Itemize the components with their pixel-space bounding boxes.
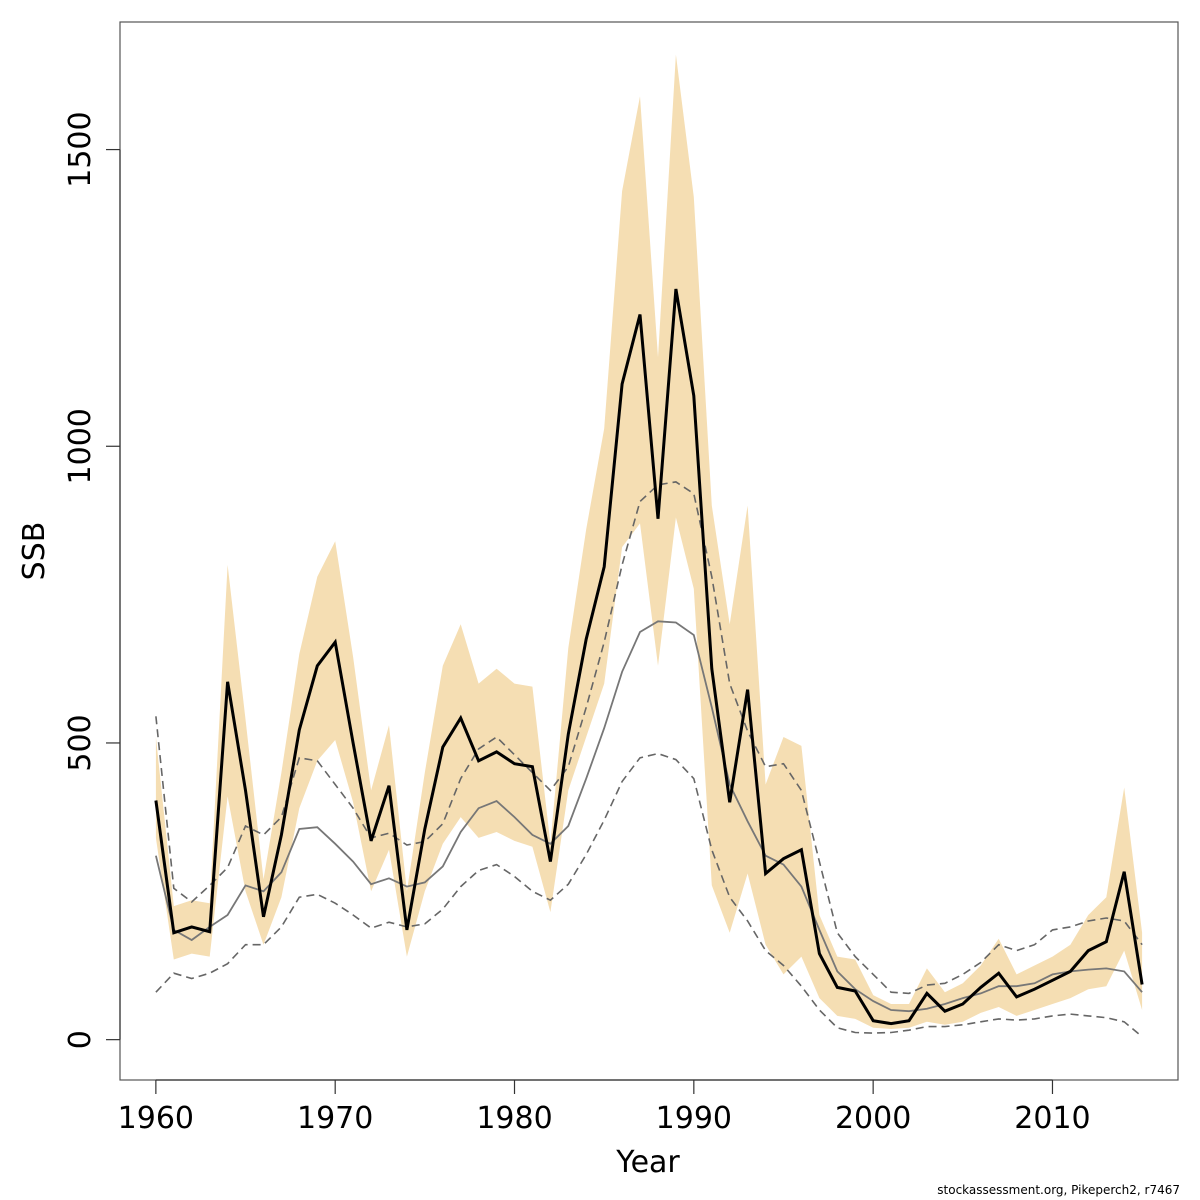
series-line-ssb-estimate	[154, 288, 1144, 1026]
series-line-reference-lower	[155, 752, 1143, 1038]
x-tick-label-1980: 1980	[476, 1101, 552, 1136]
x-tick-label-1970: 1970	[297, 1101, 373, 1136]
footer-credit: stockassessment.org, Pikeperch2, r7467	[937, 1183, 1180, 1197]
y-tick-label-0: 0	[63, 1030, 98, 1049]
x-tick-label-2000: 2000	[835, 1101, 911, 1136]
x-axis-title: Year	[615, 1145, 680, 1180]
x-axis: 1960 1970 1980 1990 2000 2010	[118, 1079, 1091, 1136]
y-axis: 0 500 1000 1500	[63, 111, 121, 1049]
x-tick-label-2010: 2010	[1014, 1101, 1090, 1136]
y-tick-label-500: 500	[63, 714, 98, 771]
x-tick-label-1990: 1990	[656, 1101, 732, 1136]
confidence-band	[155, 54, 1143, 1030]
series-line-reference	[155, 620, 1143, 1013]
x-tick-label-1960: 1960	[118, 1101, 194, 1136]
y-tick-label-1500: 1500	[63, 111, 98, 187]
series-line-reference-upper	[155, 481, 1143, 995]
y-tick-label-1000: 1000	[63, 408, 98, 484]
plot-area	[154, 54, 1144, 1038]
y-axis-title: SSB	[17, 522, 52, 581]
